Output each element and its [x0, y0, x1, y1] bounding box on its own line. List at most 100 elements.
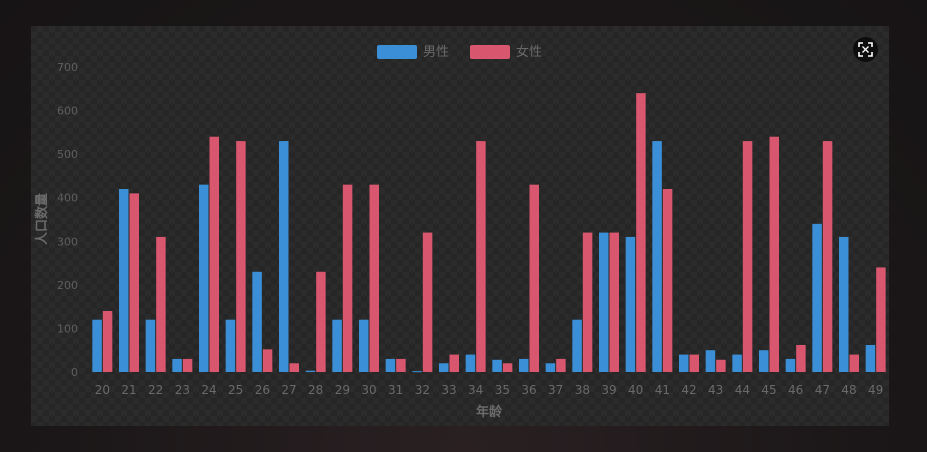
x-tick-label: 28	[308, 383, 323, 397]
bar-female[interactable]	[236, 141, 246, 372]
bar-male[interactable]	[412, 371, 422, 373]
legend[interactable]: 男性 女性	[377, 44, 542, 60]
bar-female[interactable]	[182, 358, 193, 372]
bar-male[interactable]	[225, 319, 236, 372]
bar-female[interactable]	[636, 93, 646, 373]
x-tick-label: 34	[468, 383, 483, 397]
bar-male[interactable]	[252, 271, 262, 372]
bar-male[interactable]	[439, 363, 449, 372]
x-tick-label: 33	[441, 383, 456, 397]
bar-female[interactable]	[716, 359, 726, 372]
x-tick-label: 42	[681, 383, 696, 397]
bar-male[interactable]	[732, 354, 742, 372]
bar-male[interactable]	[785, 358, 796, 372]
bar-male[interactable]	[759, 350, 769, 372]
y-tick-label: 300	[57, 235, 78, 248]
bar-male[interactable]	[359, 319, 369, 372]
bar-female[interactable]	[689, 354, 700, 372]
bar-male[interactable]	[465, 354, 476, 372]
bar-male[interactable]	[865, 344, 876, 372]
bar-female[interactable]	[502, 363, 513, 372]
bar-female[interactable]	[262, 349, 273, 372]
legend-item[interactable]: 男性	[377, 45, 449, 60]
bar-female[interactable]	[369, 184, 380, 372]
y-tick-label: 600	[57, 105, 78, 118]
x-tick-label: 35	[495, 383, 510, 397]
bar-female[interactable]	[102, 311, 113, 372]
bar-male[interactable]	[145, 319, 156, 372]
bar-male[interactable]	[652, 141, 662, 372]
bar-female[interactable]	[449, 354, 460, 372]
bars	[92, 93, 886, 373]
bar-female[interactable]	[822, 141, 833, 372]
y-tick-label: 500	[57, 148, 78, 161]
x-tick-label: 46	[788, 383, 803, 397]
legend-swatch	[377, 45, 417, 59]
bar-female[interactable]	[342, 184, 353, 372]
bar-female[interactable]	[556, 358, 566, 372]
x-tick-label: 22	[148, 383, 163, 397]
x-tick-label: 21	[121, 383, 136, 397]
bar-female[interactable]	[849, 354, 860, 372]
bar-female[interactable]	[529, 184, 540, 372]
fullscreen-expand-icon	[858, 42, 873, 57]
x-tick-label: 38	[575, 383, 590, 397]
bar-male[interactable]	[279, 141, 289, 372]
fullscreen-expand-button[interactable]	[853, 37, 878, 62]
y-axis-label: 人口数量	[34, 193, 50, 245]
bar-male[interactable]	[545, 363, 556, 372]
bar-female[interactable]	[396, 358, 406, 372]
bar-female[interactable]	[769, 136, 780, 372]
x-tick-label: 43	[708, 383, 723, 397]
bar-female[interactable]	[742, 141, 753, 372]
bar-male[interactable]	[572, 319, 582, 372]
bar-male[interactable]	[172, 358, 182, 372]
bar-female[interactable]	[662, 189, 673, 372]
bar-female[interactable]	[609, 232, 620, 372]
bar-female[interactable]	[129, 193, 140, 372]
x-tick-label: 49	[868, 383, 883, 397]
x-tick-label: 41	[655, 383, 670, 397]
bar-female[interactable]	[156, 236, 166, 372]
bar-male[interactable]	[305, 370, 316, 372]
bar-male[interactable]	[705, 350, 716, 372]
y-tick-label: 200	[57, 279, 78, 292]
bar-female[interactable]	[289, 363, 300, 372]
bar-male[interactable]	[839, 236, 849, 372]
x-tick-label: 24	[201, 383, 216, 397]
bar-male[interactable]	[599, 232, 609, 372]
bar-male[interactable]	[385, 358, 396, 372]
y-tick-label: 100	[57, 322, 78, 335]
bar-female[interactable]	[422, 232, 433, 372]
y-axis-ticks: 0 100 200 300 400 500 600 700	[57, 61, 78, 379]
bar-female[interactable]	[582, 232, 593, 372]
bar-male[interactable]	[519, 358, 529, 372]
legend-label: 男性	[423, 45, 449, 60]
x-tick-label: 45	[761, 383, 776, 397]
bar-male[interactable]	[332, 319, 342, 372]
bar-female[interactable]	[209, 136, 220, 372]
bar-male[interactable]	[625, 236, 636, 372]
bar-male[interactable]	[492, 359, 502, 372]
bar-female[interactable]	[316, 271, 326, 372]
x-tick-label: 32	[415, 383, 430, 397]
legend-item[interactable]: 女性	[470, 44, 542, 60]
bar-male[interactable]	[119, 189, 129, 372]
bar-male[interactable]	[679, 354, 689, 372]
x-tick-label: 31	[388, 383, 403, 397]
y-tick-label: 0	[71, 366, 78, 379]
x-tick-label: 47	[815, 383, 830, 397]
x-tick-label: 23	[175, 383, 190, 397]
y-tick-label: 400	[57, 192, 78, 205]
bar-male[interactable]	[92, 319, 102, 372]
x-axis-ticks: 20 21 22 23 24 25 26 27 28 29 30 31 32 33 34 35 36 37 38 39…	[95, 383, 884, 397]
bar-female[interactable]	[796, 344, 806, 372]
bar-male[interactable]	[812, 223, 822, 372]
x-tick-label: 37	[548, 383, 563, 397]
bar-male[interactable]	[199, 184, 209, 372]
x-tick-label: 27	[281, 383, 296, 397]
x-tick-label: 44	[735, 383, 750, 397]
x-tick-label: 25	[228, 383, 243, 397]
bar-female[interactable]	[876, 267, 886, 372]
bar-female[interactable]	[476, 141, 486, 372]
